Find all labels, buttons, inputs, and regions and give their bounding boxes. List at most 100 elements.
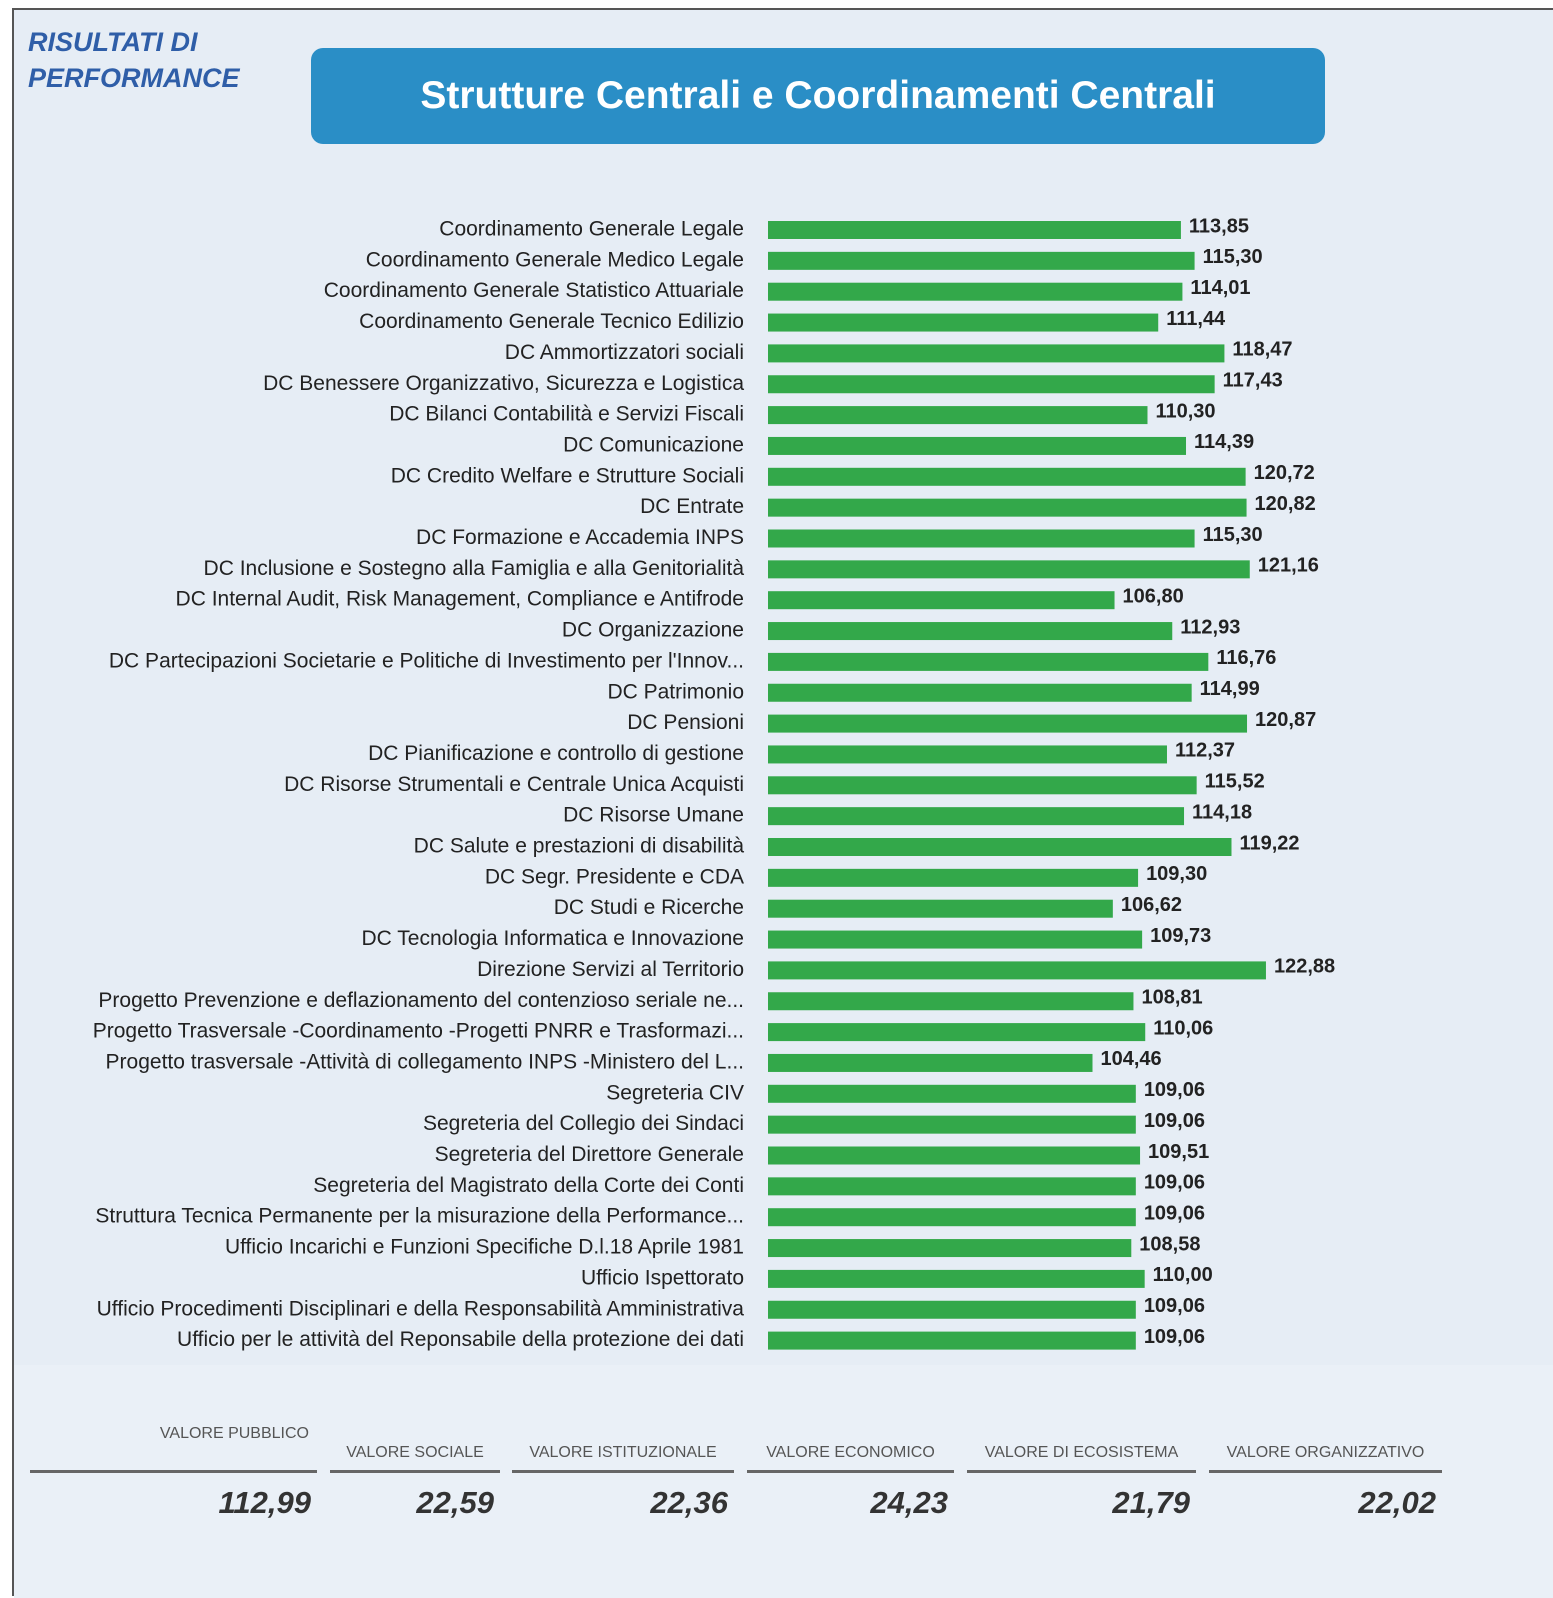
bar bbox=[768, 251, 1195, 270]
category-label: Direzione Servizi al Territorio bbox=[477, 958, 744, 981]
bar bbox=[768, 652, 1209, 671]
kpi-label: VALORE ORGANIZZATIVO bbox=[1226, 1444, 1425, 1461]
value-label: 109,51 bbox=[1148, 1141, 1209, 1163]
category-label: Ufficio Ispettorato bbox=[581, 1266, 744, 1289]
kpi-value: 22,02 bbox=[1358, 1485, 1436, 1520]
category-label: Segreteria CIV bbox=[606, 1081, 744, 1104]
kpi-card: VALORE PUBBLICO 112,99 bbox=[30, 1365, 317, 1565]
value-label: 115,30 bbox=[1203, 524, 1263, 546]
value-label: 115,30 bbox=[1203, 246, 1263, 268]
category-label: Segreteria del Collegio dei Sindaci bbox=[423, 1112, 744, 1135]
kpi-divider bbox=[30, 1470, 317, 1473]
category-label: Ufficio Procedimenti Disciplinari e dell… bbox=[97, 1297, 745, 1320]
category-label: Coordinamento Generale Tecnico Edilizio bbox=[359, 310, 744, 333]
kpi-card: VALORE ORGANIZZATIVO 22,02 bbox=[1209, 1365, 1442, 1565]
value-label: 117,43 bbox=[1223, 370, 1283, 392]
category-label: Ufficio per le attività del Reponsabile … bbox=[177, 1328, 744, 1351]
category-label: DC Pensioni bbox=[627, 711, 744, 734]
bar bbox=[768, 930, 1143, 949]
kpi-value: 24,23 bbox=[870, 1485, 948, 1520]
value-label: 109,30 bbox=[1146, 863, 1207, 885]
value-label: 115,52 bbox=[1205, 771, 1265, 793]
category-label: DC Risorse Umane bbox=[563, 804, 744, 827]
category-label: DC Benessere Organizzativo, Sicurezza e … bbox=[263, 372, 744, 395]
value-label: 111,44 bbox=[1166, 308, 1226, 330]
bar bbox=[768, 560, 1250, 579]
kpi-strip: VALORE PUBBLICO 112,99 VALORE SOCIALE 22,59… bbox=[14, 1365, 1553, 1598]
value-label: 120,82 bbox=[1255, 493, 1316, 515]
bar bbox=[768, 1084, 1136, 1103]
value-label: 116,76 bbox=[1216, 647, 1276, 669]
kpi-value: 22,36 bbox=[650, 1485, 728, 1520]
kpi-value: 112,99 bbox=[218, 1485, 311, 1520]
bar bbox=[768, 498, 1247, 517]
kpi-divider bbox=[747, 1470, 954, 1473]
bar bbox=[768, 375, 1215, 394]
value-label: 109,06 bbox=[1144, 1079, 1205, 1101]
category-label: Struttura Tecnica Permanente per la misu… bbox=[95, 1205, 744, 1228]
section-kicker: RISULTATI DI PERFORMANCE bbox=[28, 27, 240, 93]
category-label: DC Internal Audit, Risk Management, Comp… bbox=[176, 588, 744, 611]
value-label: 106,62 bbox=[1121, 894, 1182, 916]
bar bbox=[768, 467, 1246, 486]
category-label: Coordinamento Generale Statistico Attuar… bbox=[324, 279, 744, 302]
category-label: Coordinamento Generale Medico Legale bbox=[366, 248, 744, 271]
category-label: DC Comunicazione bbox=[563, 433, 744, 456]
kpi-label: VALORE SOCIALE bbox=[346, 1444, 484, 1461]
category-label: DC Ammortizzatori sociali bbox=[505, 341, 744, 364]
value-label: 108,58 bbox=[1139, 1233, 1200, 1255]
kpi-divider bbox=[512, 1470, 734, 1473]
value-label: 120,87 bbox=[1255, 709, 1316, 731]
bar bbox=[768, 868, 1139, 887]
dashboard: Coordinamento Generale Legale 113,85 Coord… bbox=[12, 8, 1553, 1598]
category-label: DC Entrate bbox=[640, 495, 744, 518]
kpi-label: VALORE ECONOMICO bbox=[766, 1444, 935, 1461]
category-label: DC Segr. Presidente e CDA bbox=[485, 865, 744, 888]
bar bbox=[768, 1053, 1093, 1072]
bar bbox=[768, 591, 1115, 610]
value-label: 118,47 bbox=[1232, 339, 1292, 361]
bar bbox=[768, 899, 1113, 918]
category-label: Segreteria del Magistrato della Corte de… bbox=[313, 1174, 744, 1197]
kpi-card: VALORE DI ECOSISTEMA 21,79 bbox=[967, 1365, 1196, 1565]
bar bbox=[768, 1177, 1136, 1196]
bar bbox=[768, 1331, 1136, 1350]
value-label: 114,99 bbox=[1200, 678, 1260, 700]
bar bbox=[768, 282, 1183, 301]
category-label: Segreteria del Direttore Generale bbox=[435, 1143, 744, 1166]
bar bbox=[768, 776, 1197, 795]
bar bbox=[768, 961, 1266, 980]
category-label: Progetto trasversale -Attività di colleg… bbox=[106, 1050, 744, 1073]
category-label: DC Tecnologia Informatica e Innovazione bbox=[361, 927, 744, 950]
bar bbox=[768, 1023, 1146, 1042]
category-label: DC Partecipazioni Societarie e Politiche… bbox=[109, 649, 744, 672]
kpi-label: VALORE ISTITUZIONALE bbox=[529, 1444, 717, 1461]
category-label: DC Credito Welfare e Strutture Sociali bbox=[391, 464, 744, 487]
value-label: 110,06 bbox=[1153, 1017, 1213, 1039]
value-label: 121,16 bbox=[1258, 555, 1319, 577]
bar bbox=[768, 1146, 1141, 1165]
category-label: DC Organizzazione bbox=[562, 619, 744, 642]
bar bbox=[768, 313, 1159, 332]
kpi-label: VALORE DI ECOSISTEMA bbox=[984, 1444, 1179, 1461]
category-label: DC Inclusione e Sostegno alla Famiglia e… bbox=[204, 557, 745, 580]
bar bbox=[768, 683, 1192, 702]
bar bbox=[768, 1239, 1132, 1258]
value-label: 113,85 bbox=[1189, 215, 1249, 237]
value-label: 114,01 bbox=[1190, 277, 1250, 299]
value-label: 114,18 bbox=[1192, 801, 1252, 823]
kpi-divider bbox=[967, 1470, 1196, 1473]
value-label: 120,72 bbox=[1254, 462, 1315, 484]
bar bbox=[768, 1300, 1136, 1319]
kpi-divider bbox=[1209, 1470, 1442, 1473]
kpi-value: 22,59 bbox=[416, 1485, 494, 1520]
kpi-value: 21,79 bbox=[1112, 1485, 1190, 1520]
value-label: 110,30 bbox=[1155, 400, 1215, 422]
value-label: 104,46 bbox=[1100, 1048, 1161, 1070]
bar bbox=[768, 807, 1185, 826]
value-label: 109,06 bbox=[1144, 1172, 1205, 1194]
value-label: 106,80 bbox=[1123, 585, 1184, 607]
kpi-card: VALORE ISTITUZIONALE 22,36 bbox=[512, 1365, 734, 1565]
bar bbox=[768, 622, 1173, 641]
